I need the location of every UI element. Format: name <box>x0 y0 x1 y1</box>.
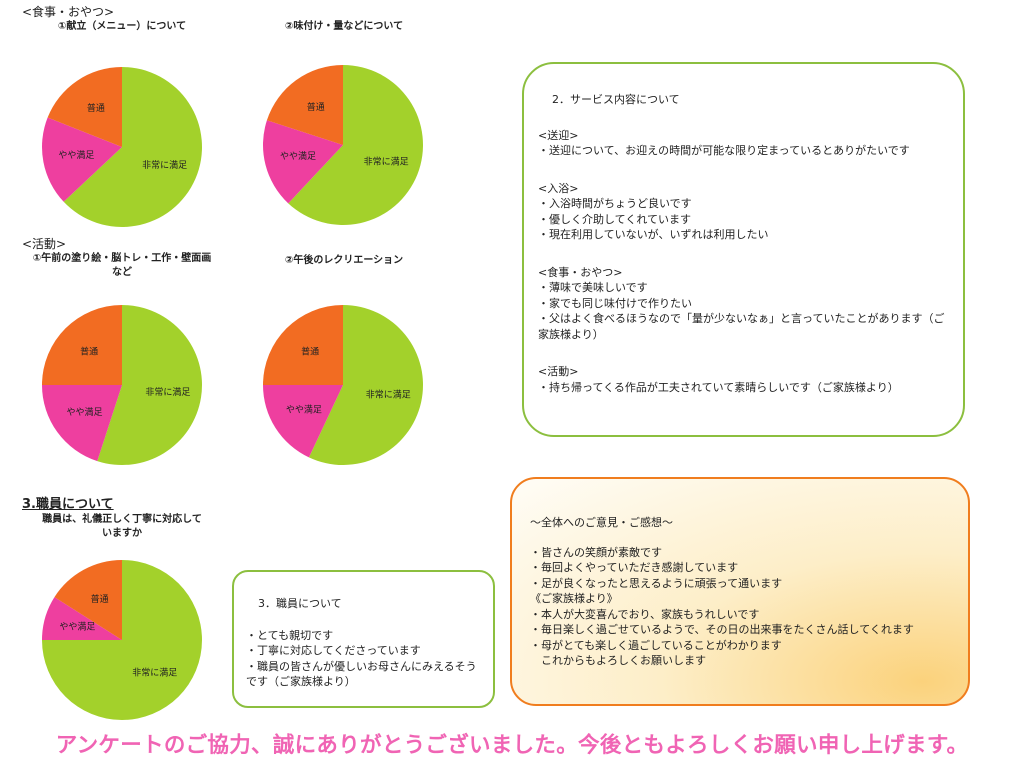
item-group: <入浴> ・入浴時間がちょうど良いです ・優しく介助してくれています・現在利用してい… <box>538 181 949 243</box>
list-item: ・毎日楽しく過ごせているようで、その日の出来事をたくさん話してくれます <box>530 623 914 636</box>
section-heading: 3.職員について <box>22 497 114 512</box>
group-heading: <活動> <box>538 365 579 378</box>
item-group: <送迎> ・送迎について、お迎えの時間が可能な限り定まっているとありがたいです <box>538 128 949 159</box>
list-item: ・母がとても楽しく過ごしていることがわかります <box>530 638 782 652</box>
slice-label: 非常に満足 <box>366 389 411 401</box>
pie-chart: 非常に満足 やや満足 普通 <box>263 65 423 225</box>
pie-slice <box>308 305 423 465</box>
pie-slice <box>63 67 202 227</box>
list-item: ・父はよく食べるほうなので「量が少ないなぁ」と言っていたことがあります（ご家族様… <box>538 312 945 341</box>
pie-slice <box>263 120 343 204</box>
list-item: ・丁寧に対応してくださっています <box>246 644 421 657</box>
section-heading: <活動> <box>22 237 67 251</box>
slice-label: 普通 <box>80 346 98 358</box>
group-heading: <送迎> <box>538 128 579 142</box>
list-item: 《ご家族様より》 <box>530 592 618 605</box>
list-item: ・持ち帰ってくる作品が工夫されていて素晴らしいです（ご家族様より） <box>538 380 899 394</box>
box-title: ～全体へのご意見・ご感想～ <box>530 516 673 529</box>
list-item: ・家でも同じ味付けで作りたい <box>538 296 692 310</box>
pie-slice <box>263 305 343 385</box>
slice-label: やや満足 <box>286 404 322 415</box>
pie-title: ①献立（メニュー）について <box>57 21 187 32</box>
list-item: ・皆さんの笑顔が素敵です <box>530 545 662 559</box>
pie-slice <box>42 305 122 385</box>
list-item: これからもよろしくお願いします <box>530 654 706 667</box>
list-item: ・優しく介助してくれています <box>538 212 692 226</box>
list-item: ・送迎について、お迎えの時間が可能な限り定まっているとありがたいです <box>538 144 910 157</box>
slice-label: 非常に満足 <box>145 386 190 398</box>
item-group: <活動> ・持ち帰ってくる作品が工夫されていて素晴らしいです（ご家族様より） <box>538 364 949 395</box>
item-group: <食事・おやつ> ・薄味で美味しいです・家でも同じ味付けで作りたい・父はよく食べる… <box>538 265 949 343</box>
staff-box: 3．職員について ・とても親切です・丁寧に対応してくださっています・職員の皆さん… <box>232 570 495 708</box>
slice-label: やや満足 <box>58 150 94 161</box>
list-item: ・本人が大変喜んでおり、家族もうれしいです <box>530 607 760 621</box>
pie-title: 職員は、礼儀正しく丁寧に対応していますか <box>42 514 202 539</box>
box-title: 2．サービス内容について <box>552 93 680 106</box>
pie-chart: 非常に満足 やや満足 普通 <box>41 67 202 227</box>
slice-label: 非常に満足 <box>142 159 187 171</box>
pie-slice <box>42 385 122 462</box>
slice-label: やや満足 <box>280 151 316 162</box>
slice-label: 普通 <box>307 101 325 113</box>
list-item: ・足が良くなったと思えるように頑張って通います <box>530 576 783 590</box>
pie-title: ①午前の塗り絵・脳トレ・工作・壁面画など <box>32 253 212 278</box>
group-heading: <入浴> <box>538 181 579 195</box>
slice-label: 非常に満足 <box>132 666 177 678</box>
pie-title: ②午後のレクリエーション <box>284 255 404 266</box>
section-heading: <食事・おやつ> <box>22 5 115 19</box>
list-item: ・とても親切です <box>246 628 334 642</box>
pie-slice <box>54 560 122 640</box>
pie-slice <box>288 65 423 225</box>
pie-slice <box>41 117 122 202</box>
box-title: 3．職員について <box>258 597 342 610</box>
list-item: ・毎回よくやっていただき感謝しています <box>530 561 739 574</box>
slice-label: やや満足 <box>66 407 102 418</box>
pie-slice <box>47 67 122 147</box>
pie-chart: 非常に満足 やや満足 普通 <box>42 560 202 720</box>
list-item: ・薄味で美味しいです <box>538 281 648 294</box>
slice-label: 非常に満足 <box>364 156 409 168</box>
pie-title: ②味付け・量などについて <box>284 21 404 32</box>
pie-slice <box>266 65 343 145</box>
overall-box: ～全体へのご意見・ご感想～ ・皆さんの笑顔が素敵です・毎回よくやっていただき感謝… <box>510 477 970 706</box>
list-item: ・職員の皆さんが優しいお母さんにみえるそうです（ご家族様より） <box>246 659 477 689</box>
pie-slice <box>42 597 122 640</box>
group-heading: <食事・おやつ> <box>538 265 623 279</box>
service-box: 2．サービス内容について <送迎> ・送迎について、お迎えの時間が可能な限り定まっ… <box>522 62 965 437</box>
slice-label: 普通 <box>301 346 319 358</box>
pie-slice <box>97 305 203 465</box>
pie-slice <box>263 385 343 458</box>
list-item: ・入浴時間がちょうど良いです <box>538 197 692 210</box>
slice-label: やや満足 <box>59 622 95 633</box>
slice-label: 普通 <box>87 102 105 114</box>
footer: アンケートのご協力、誠にありがとうございました。今後ともよろしくお願い申し上げま… <box>55 733 969 758</box>
list-item: ・現在利用していないが、いずれは利用したい <box>538 228 769 241</box>
slice-label: 普通 <box>91 593 109 605</box>
